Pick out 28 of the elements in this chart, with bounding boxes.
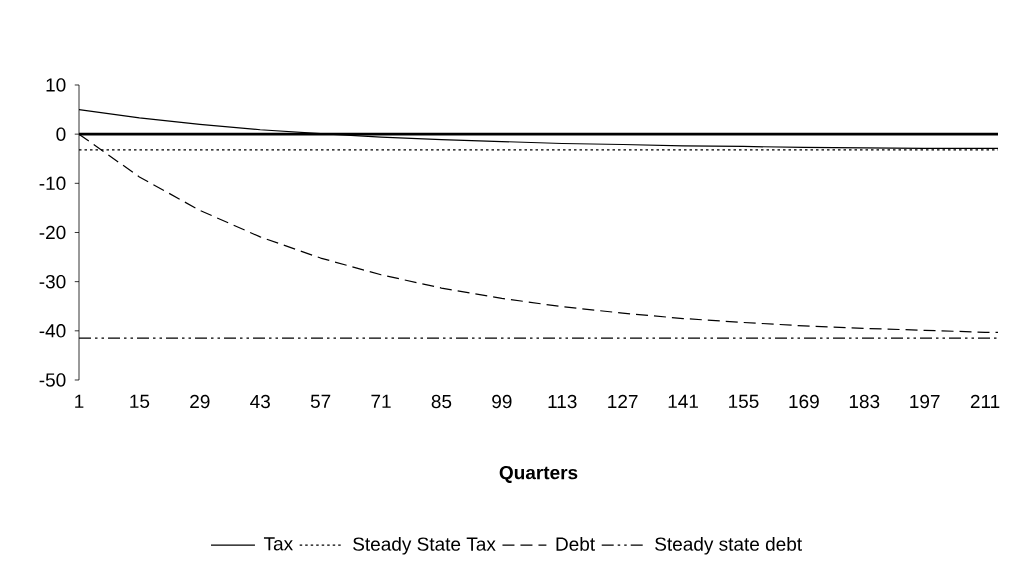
x-tick-label: 85 <box>431 394 452 409</box>
x-tick-label: 57 <box>310 394 331 409</box>
x-axis-title: Quarters <box>499 465 578 483</box>
x-tick-label: 15 <box>130 394 150 409</box>
x-tick-label: 183 <box>849 394 880 409</box>
x-tick-label: 99 <box>492 394 512 409</box>
x-tick-label: 197 <box>910 394 940 409</box>
x-tick-label: 43 <box>250 394 270 409</box>
x-tick-label: 113 <box>548 394 577 409</box>
y-tick-label: -30 <box>39 274 66 289</box>
x-tick-label: 127 <box>608 394 638 409</box>
x-tick-label: 141 <box>668 394 698 408</box>
y-tick-label: -20 <box>39 225 66 240</box>
legend-label: Steady state debt <box>655 536 802 555</box>
x-tick-label: 155 <box>729 394 759 409</box>
x-tick-label: 29 <box>190 394 210 409</box>
x-tick-label: 1 <box>75 394 84 408</box>
x-tick-label: 211 <box>970 394 1000 409</box>
y-tick-label: 0 <box>56 127 66 141</box>
legend-label: Debt <box>556 536 595 551</box>
x-tick-label: 71 <box>371 394 391 408</box>
y-tick-label: -50 <box>39 373 66 387</box>
legend-label: Tax <box>263 537 293 551</box>
y-tick-label: -40 <box>39 324 66 338</box>
x-tick-label: 169 <box>789 394 819 409</box>
legend-label: Steady State Tax <box>353 536 496 555</box>
y-tick-label: -10 <box>39 176 66 191</box>
y-tick-label: 10 <box>46 78 66 92</box>
